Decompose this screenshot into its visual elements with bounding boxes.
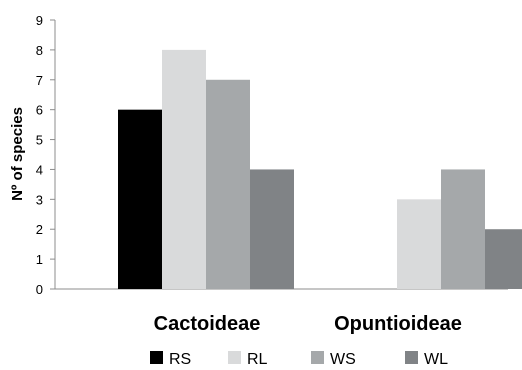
bar-rl-opuntioideae <box>397 199 441 289</box>
y-tick-label: 4 <box>36 162 43 177</box>
bar-ws-cactoideae <box>206 79 250 290</box>
y-tick-label: 5 <box>36 133 43 148</box>
y-tick-label: 7 <box>36 73 43 88</box>
y-tick-label: 0 <box>36 282 43 297</box>
legend-label-rl: RL <box>247 351 268 368</box>
bar-rl-cactoideae <box>162 49 206 290</box>
category-label-cactoideae: Cactoideae <box>154 313 261 335</box>
legend-label-ws: WS <box>330 351 356 368</box>
legend-label-rs: RS <box>169 351 191 368</box>
bar-ws-opuntioideae <box>441 169 485 289</box>
category-labels: Cactoideae Opuntioideae <box>154 313 462 335</box>
bar-rs-cactoideae <box>118 109 162 290</box>
y-axis-label: Nº of species <box>9 107 26 201</box>
y-tick-label: 9 <box>36 13 43 28</box>
legend-label-wl: WL <box>424 351 448 368</box>
legend-swatch-wl <box>405 351 418 364</box>
y-tick-label: 1 <box>36 252 43 267</box>
legend-swatch-rs <box>150 351 163 364</box>
y-tick-label: 3 <box>36 192 43 207</box>
bar-wl-cactoideae <box>250 169 294 289</box>
y-tick-label: 2 <box>36 222 43 237</box>
y-tick-label: 6 <box>36 103 43 118</box>
legend-swatch-rl <box>228 351 241 364</box>
legend: RS RL WS WL <box>150 351 448 368</box>
bars <box>118 49 522 290</box>
y-tick-label: 8 <box>36 43 43 58</box>
bar-wl-opuntioideae <box>485 229 522 289</box>
legend-swatch-ws <box>311 351 324 364</box>
category-label-opuntioideae: Opuntioideae <box>334 313 462 335</box>
